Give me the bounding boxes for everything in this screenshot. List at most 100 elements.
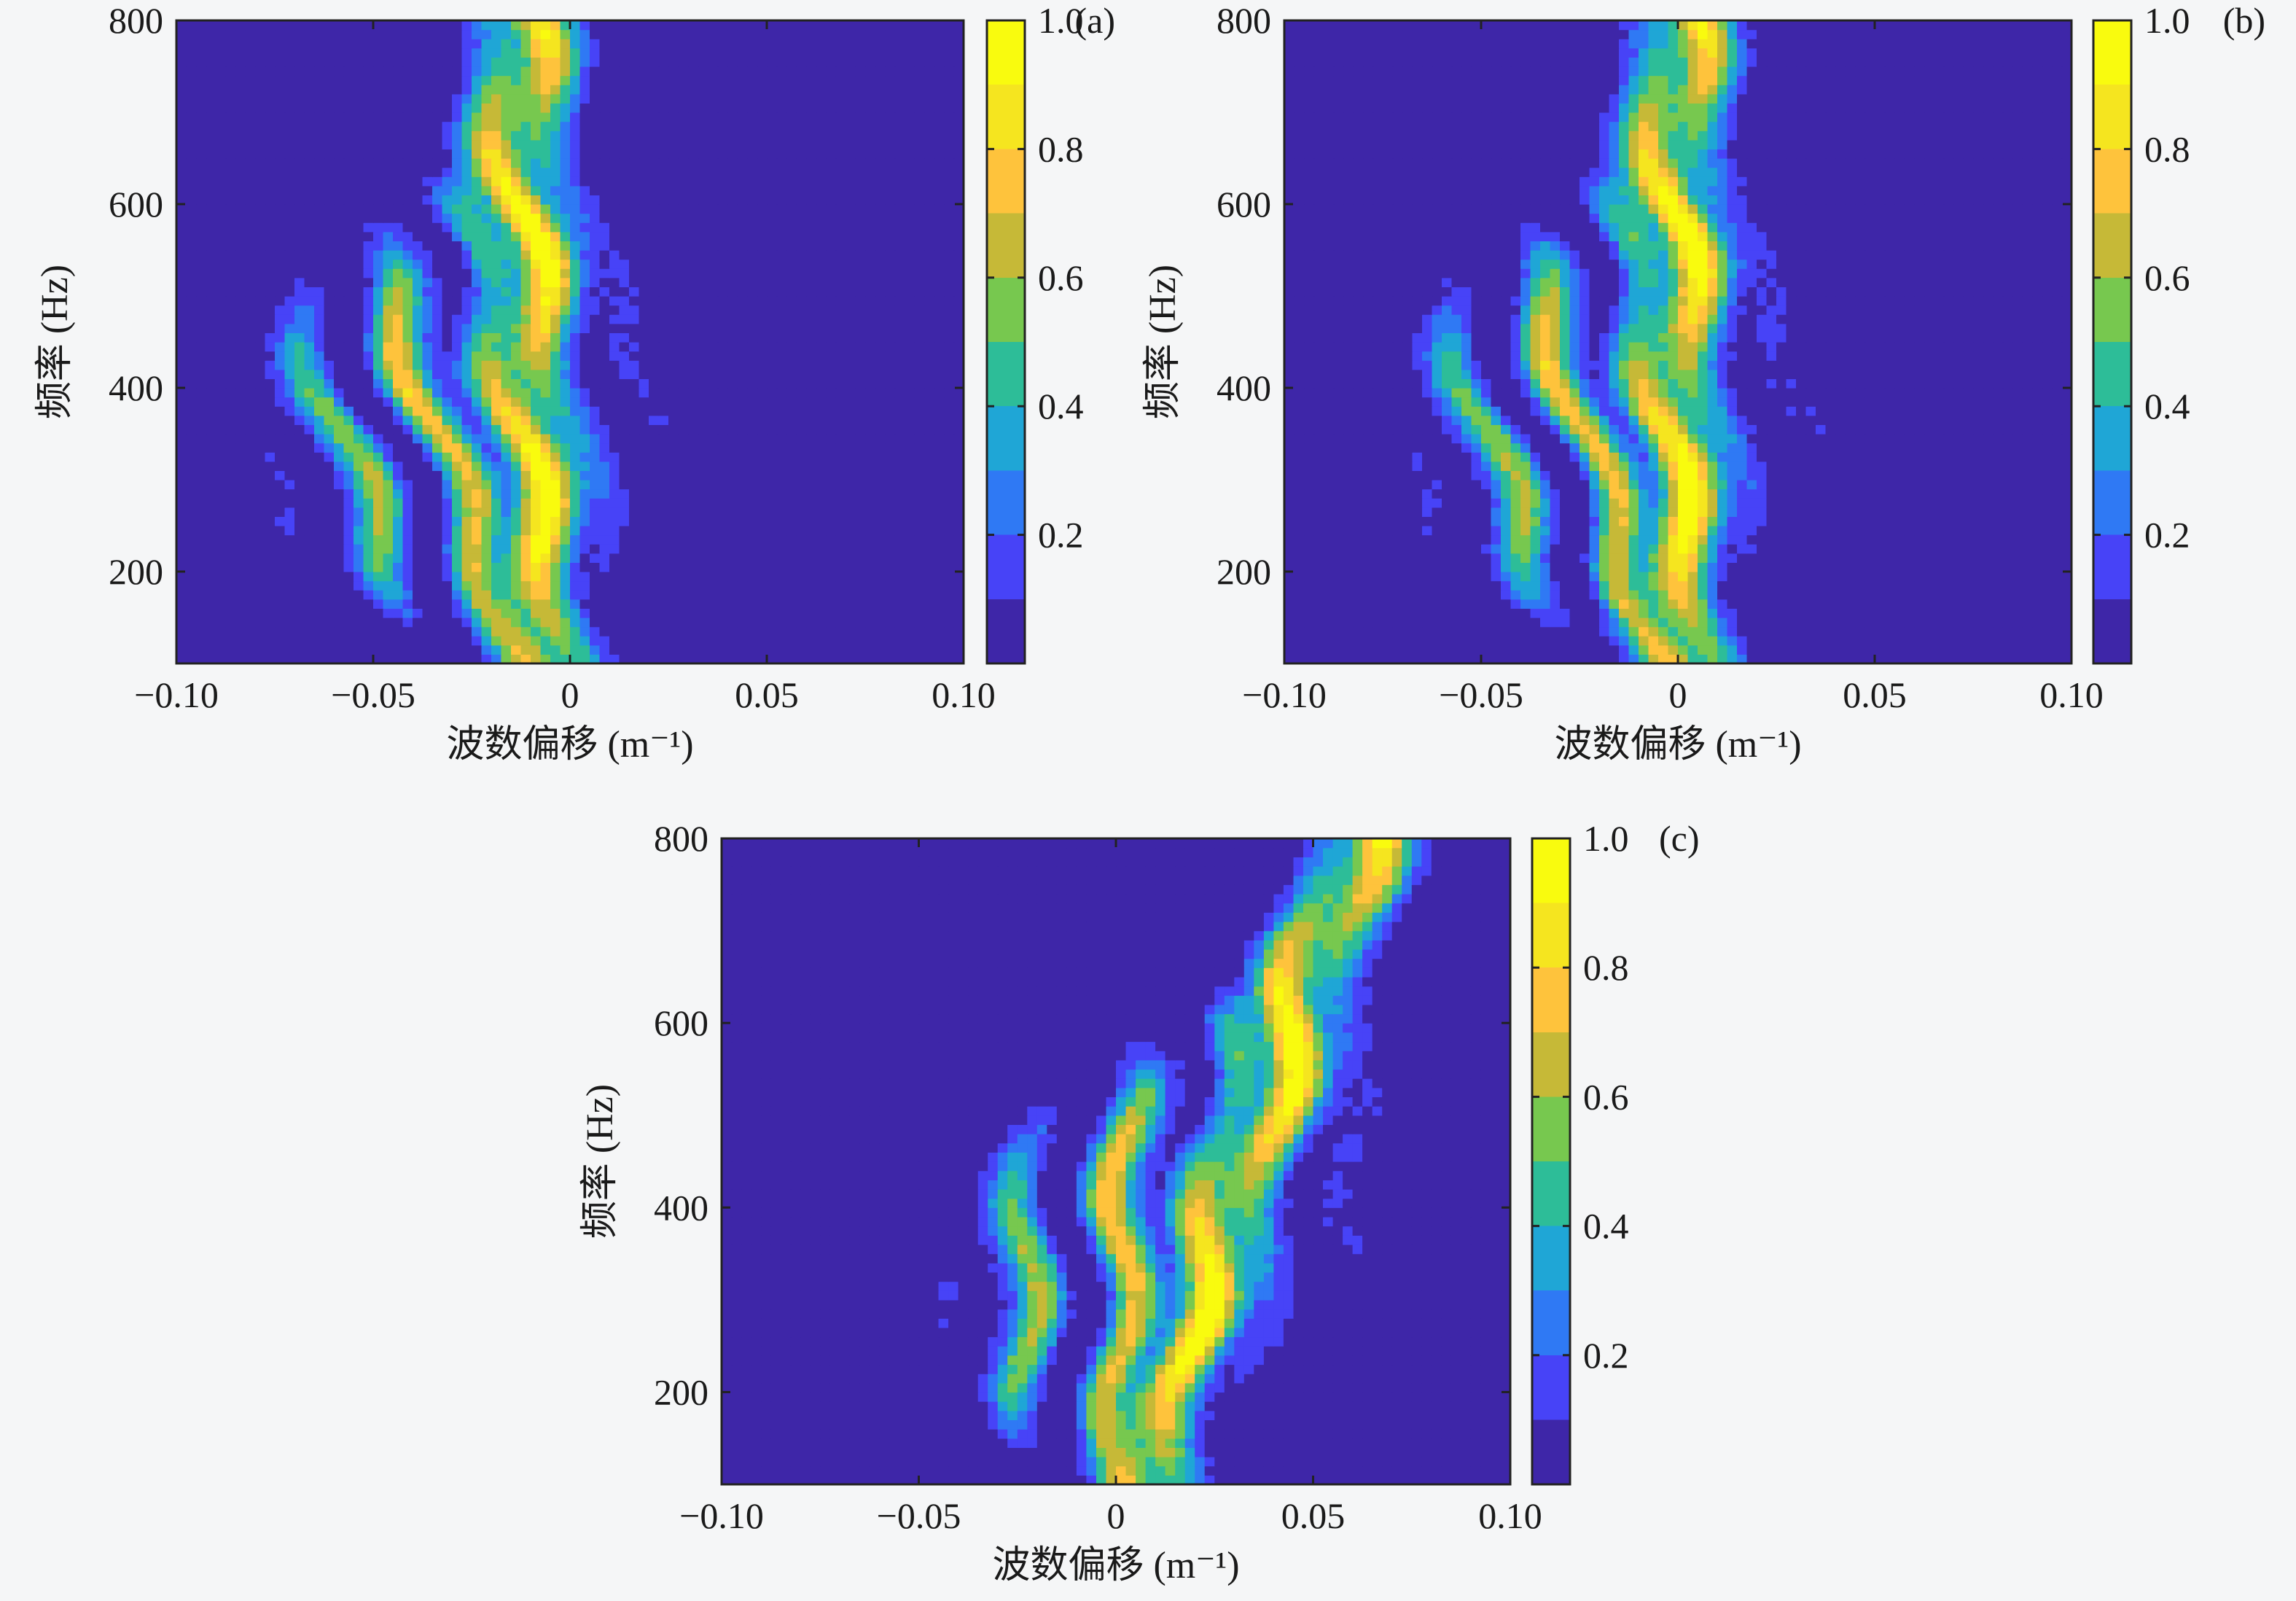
heatmap-cell xyxy=(176,369,187,379)
heatmap-cell xyxy=(934,167,945,177)
heatmap-cell xyxy=(865,268,876,278)
heatmap-cell xyxy=(934,534,945,545)
heatmap-cell xyxy=(846,158,856,168)
heatmap-cell xyxy=(846,149,856,159)
heatmap-cell xyxy=(550,488,561,499)
heatmap-cell xyxy=(275,112,286,122)
heatmap-cell xyxy=(275,176,286,187)
heatmap-cell xyxy=(698,507,708,517)
heatmap-cell xyxy=(461,360,472,370)
heatmap-cell xyxy=(619,553,630,563)
heatmap-cell xyxy=(678,323,689,333)
heatmap-cell xyxy=(176,397,187,407)
heatmap-cell xyxy=(531,213,542,223)
heatmap-cell xyxy=(461,452,472,462)
heatmap-cell xyxy=(560,644,571,655)
heatmap-cell xyxy=(452,259,463,269)
heatmap-cell xyxy=(629,158,640,168)
heatmap-cell xyxy=(560,323,571,333)
heatmap-cell xyxy=(324,480,335,490)
heatmap-cell xyxy=(776,222,787,233)
heatmap-cell xyxy=(905,241,915,251)
heatmap-cell xyxy=(835,222,846,233)
heatmap-cell xyxy=(225,259,236,269)
heatmap-cell xyxy=(776,185,787,195)
heatmap-cell xyxy=(343,332,354,343)
heatmap-cell xyxy=(363,158,374,168)
heatmap-cell xyxy=(835,176,846,187)
heatmap-cell xyxy=(639,553,649,563)
heatmap-cell xyxy=(737,185,748,195)
heatmap-cell xyxy=(550,599,561,609)
heatmap-cell xyxy=(865,480,876,490)
heatmap-cell xyxy=(914,534,925,545)
heatmap-cell xyxy=(924,369,935,379)
heatmap-cell xyxy=(324,213,335,223)
heatmap-cell xyxy=(875,544,886,554)
heatmap-cell xyxy=(776,139,787,149)
heatmap-cell xyxy=(275,434,286,444)
heatmap-cell xyxy=(314,654,325,664)
heatmap-cell xyxy=(609,241,620,251)
heatmap-cell xyxy=(629,241,640,251)
heatmap-cell xyxy=(678,185,689,195)
heatmap-cell xyxy=(176,85,187,95)
heatmap-cell xyxy=(835,452,846,462)
heatmap-cell xyxy=(531,305,542,315)
heatmap-cell xyxy=(176,112,187,122)
heatmap-cell xyxy=(599,250,610,260)
heatmap-cell xyxy=(402,103,413,113)
heatmap-cell xyxy=(885,406,896,416)
heatmap-cell xyxy=(235,544,246,554)
heatmap-cell xyxy=(531,222,542,233)
heatmap-cell xyxy=(235,112,246,122)
heatmap-cell xyxy=(432,305,443,315)
heatmap-cell xyxy=(284,222,295,233)
heatmap-cell xyxy=(757,534,768,545)
heatmap-cell xyxy=(284,443,295,453)
heatmap-cell xyxy=(186,608,197,618)
heatmap-cell xyxy=(520,480,531,490)
heatmap-cell xyxy=(846,277,856,287)
heatmap-cell xyxy=(796,250,807,260)
heatmap-cell xyxy=(649,360,660,370)
heatmap-cell xyxy=(265,314,276,324)
heatmap-cell xyxy=(452,461,463,471)
heatmap-cell xyxy=(737,388,748,398)
heatmap-cell xyxy=(245,590,256,600)
heatmap-cell xyxy=(196,397,207,407)
heatmap-cell xyxy=(294,167,305,177)
heatmap-cell xyxy=(688,158,699,168)
heatmap-cell xyxy=(688,498,699,508)
heatmap-cell xyxy=(393,213,404,223)
heatmap-cell xyxy=(924,626,935,636)
heatmap-cell xyxy=(875,434,886,444)
heatmap-cell xyxy=(255,287,266,297)
heatmap-cell xyxy=(806,636,817,646)
heatmap-cell xyxy=(953,351,964,361)
heatmap-cell xyxy=(668,93,679,104)
heatmap-cell xyxy=(314,342,325,352)
heatmap-cell xyxy=(383,176,394,187)
heatmap-cell xyxy=(747,507,758,517)
heatmap-cell xyxy=(235,195,246,205)
heatmap-cell xyxy=(354,323,364,333)
heatmap-cell xyxy=(245,516,256,526)
heatmap-cell xyxy=(422,534,433,545)
heatmap-cell xyxy=(953,342,964,352)
heatmap-cell xyxy=(855,644,866,655)
heatmap-cell xyxy=(649,103,660,113)
heatmap-cell xyxy=(757,351,768,361)
heatmap-cell xyxy=(284,277,295,287)
heatmap-cell xyxy=(265,534,276,545)
heatmap-cell xyxy=(294,121,305,131)
heatmap-cell xyxy=(698,516,708,526)
heatmap-cell xyxy=(334,526,345,536)
heatmap-cell xyxy=(402,644,413,655)
heatmap-cell xyxy=(796,121,807,131)
heatmap-cell xyxy=(334,277,345,287)
heatmap-cell xyxy=(905,185,915,195)
heatmap-cell xyxy=(944,287,955,297)
heatmap-cell xyxy=(688,305,699,315)
heatmap-cell xyxy=(235,644,246,655)
